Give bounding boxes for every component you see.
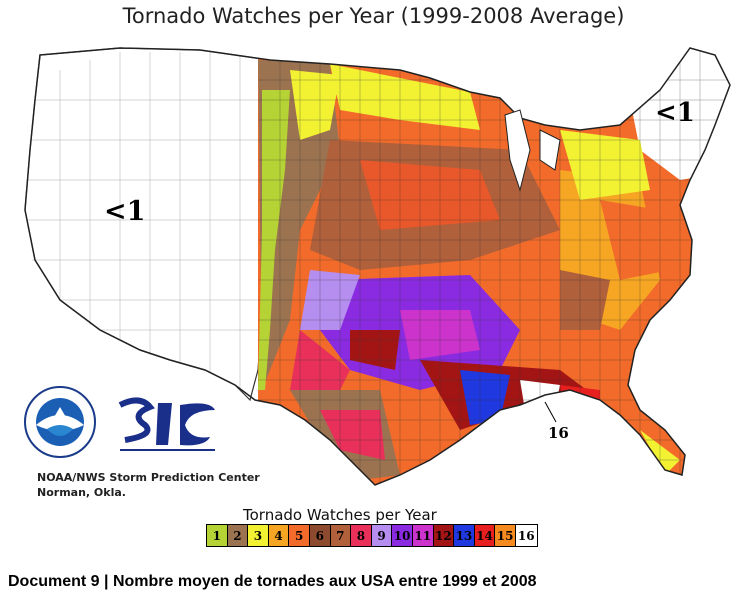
southeast-max-label: 16: [548, 424, 569, 442]
western-low-region: [24, 47, 271, 402]
legend-swatch-5: 5: [289, 525, 310, 546]
noaa-logo-icon: [23, 385, 97, 463]
legend-swatch-7: 7: [330, 525, 352, 546]
legend-swatch-14: 14: [474, 525, 496, 546]
map-title: Tornado Watches per Year (1999-2008 Aver…: [122, 4, 625, 28]
color-legend: 1 2 3 4 5 6 7 8 9 10 11 12 13 14 15 16: [206, 524, 538, 547]
credit-line-2: Norman, Okla.: [37, 486, 126, 499]
legend-swatch-16: 16: [515, 525, 537, 546]
legend-swatch-6: 6: [309, 525, 331, 546]
legend-title: Tornado Watches per Year: [243, 506, 437, 524]
document-caption: Document 9 | Nombre moyen de tornades au…: [8, 573, 537, 590]
spc-logo-icon: [110, 395, 220, 459]
legend-swatch-10: 10: [392, 525, 413, 546]
legend-swatch-4: 4: [268, 525, 290, 546]
legend-swatch-3: 3: [248, 525, 269, 546]
legend-swatch-2: 2: [227, 525, 249, 546]
credit-block: NOAA/NWS Storm Prediction Center Norman,…: [37, 470, 260, 500]
northeast-value-label: <1: [655, 98, 695, 128]
west-value-label: <1: [104, 196, 146, 227]
legend-swatch-11: 11: [412, 525, 434, 546]
legend-swatch-9: 9: [371, 525, 393, 546]
legend-swatch-13: 13: [454, 525, 475, 546]
legend-swatch-15: 15: [495, 525, 516, 546]
legend-swatch-1: 1: [207, 525, 228, 546]
legend-swatch-12: 12: [433, 525, 455, 546]
credit-line-1: NOAA/NWS Storm Prediction Center: [37, 471, 260, 484]
usa-tornado-map: [0, 30, 747, 500]
legend-swatch-8: 8: [351, 525, 372, 546]
